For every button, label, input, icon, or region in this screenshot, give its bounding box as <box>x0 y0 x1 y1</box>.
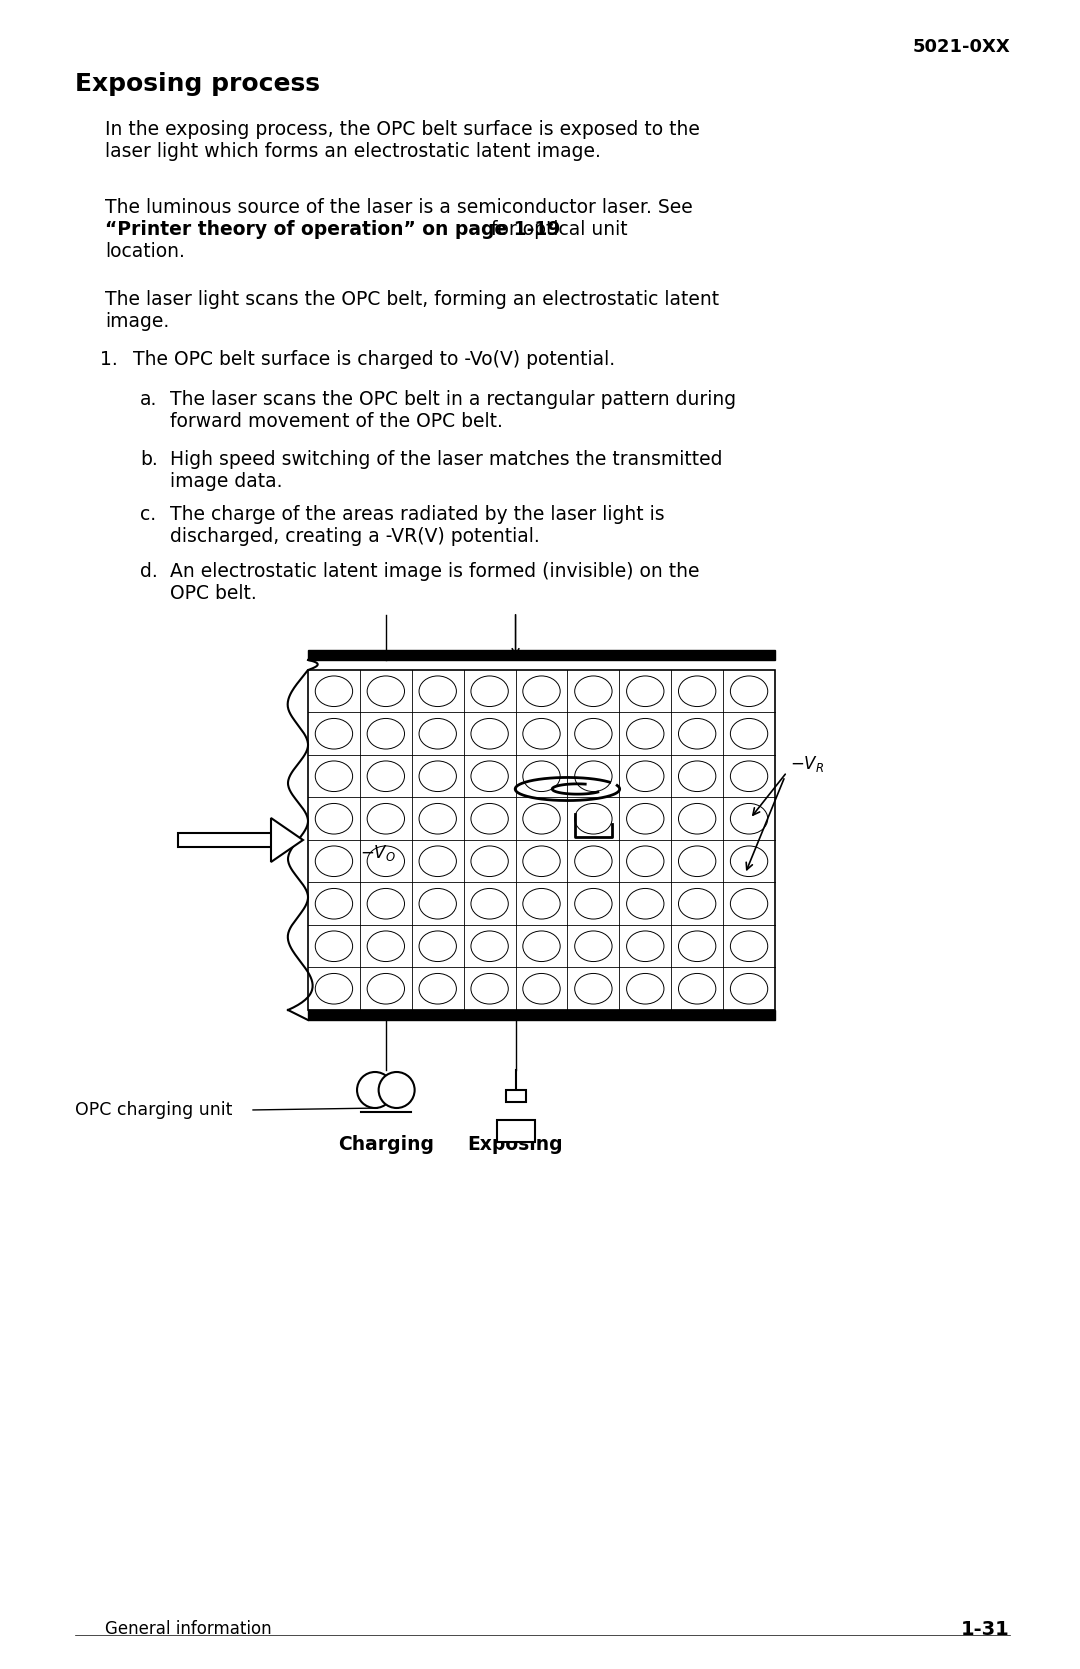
Bar <box>308 649 775 659</box>
Text: Exposing: Exposing <box>468 1135 564 1153</box>
Bar <box>178 833 275 846</box>
Circle shape <box>357 1071 393 1108</box>
Text: OPC charging unit: OPC charging unit <box>75 1102 232 1118</box>
Bar <box>505 1090 526 1102</box>
Text: a.: a. <box>140 391 158 409</box>
Text: laser light which forms an electrostatic latent image.: laser light which forms an electrostatic… <box>105 142 600 160</box>
Text: discharged, creating a -VR(V) potential.: discharged, creating a -VR(V) potential. <box>170 527 540 546</box>
Text: General information: General information <box>105 1621 272 1637</box>
Bar <box>497 1120 535 1142</box>
Text: The laser scans the OPC belt in a rectangular pattern during: The laser scans the OPC belt in a rectan… <box>170 391 737 409</box>
Text: Charging: Charging <box>338 1135 434 1153</box>
Text: c.: c. <box>140 506 157 524</box>
Text: b.: b. <box>140 451 158 469</box>
Text: OPC belt.: OPC belt. <box>170 584 257 603</box>
Text: The charge of the areas radiated by the laser light is: The charge of the areas radiated by the … <box>170 506 664 524</box>
Text: Exposing process: Exposing process <box>75 72 320 97</box>
Text: High speed switching of the laser matches the transmitted: High speed switching of the laser matche… <box>170 451 723 469</box>
Text: The OPC belt surface is charged to -Vo(V) potential.: The OPC belt surface is charged to -Vo(V… <box>133 350 616 369</box>
Text: 1.: 1. <box>100 350 118 369</box>
Text: $-V_O$: $-V_O$ <box>360 843 396 863</box>
Text: image data.: image data. <box>170 472 283 491</box>
Text: The luminous source of the laser is a semiconductor laser. See: The luminous source of the laser is a se… <box>105 199 692 217</box>
Text: 5021-0XX: 5021-0XX <box>913 38 1010 57</box>
Text: $-V_R$: $-V_R$ <box>789 753 824 773</box>
Text: “Printer theory of operation” on page 1-19: “Printer theory of operation” on page 1-… <box>105 220 561 239</box>
Circle shape <box>379 1071 415 1108</box>
Text: An electrostatic latent image is formed (invisible) on the: An electrostatic latent image is formed … <box>170 562 700 581</box>
Polygon shape <box>271 818 303 861</box>
Text: for optical unit: for optical unit <box>485 220 627 239</box>
Bar <box>308 669 775 1010</box>
Text: The laser light scans the OPC belt, forming an electrostatic latent: The laser light scans the OPC belt, form… <box>105 290 719 309</box>
Text: d.: d. <box>140 562 158 581</box>
Text: forward movement of the OPC belt.: forward movement of the OPC belt. <box>170 412 503 431</box>
Bar <box>308 1010 775 1020</box>
Text: image.: image. <box>105 312 170 330</box>
Text: 1-31: 1-31 <box>961 1621 1010 1639</box>
Text: location.: location. <box>105 242 185 260</box>
Text: In the exposing process, the OPC belt surface is exposed to the: In the exposing process, the OPC belt su… <box>105 120 700 139</box>
